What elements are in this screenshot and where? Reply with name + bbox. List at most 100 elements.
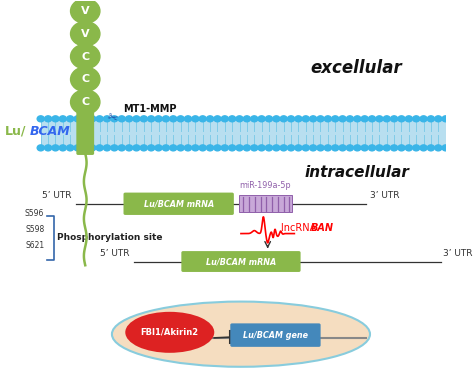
Circle shape — [71, 21, 100, 46]
Text: S596: S596 — [25, 209, 44, 218]
Circle shape — [295, 116, 302, 122]
Circle shape — [52, 116, 59, 122]
Circle shape — [302, 145, 310, 151]
Circle shape — [243, 116, 250, 122]
Circle shape — [133, 145, 140, 151]
Circle shape — [391, 145, 398, 151]
Circle shape — [71, 44, 100, 69]
Text: FBI1/Akirin2: FBI1/Akirin2 — [141, 328, 199, 337]
Circle shape — [52, 145, 59, 151]
Ellipse shape — [112, 301, 370, 367]
Circle shape — [221, 145, 228, 151]
Text: Lu/BCAM mRNA: Lu/BCAM mRNA — [144, 199, 214, 208]
Circle shape — [339, 145, 346, 151]
Circle shape — [413, 116, 420, 122]
Circle shape — [140, 116, 147, 122]
Text: MT1-MMP: MT1-MMP — [123, 104, 176, 114]
Circle shape — [82, 145, 89, 151]
Circle shape — [59, 116, 66, 122]
Circle shape — [155, 145, 162, 151]
Text: excellular: excellular — [311, 59, 402, 77]
Circle shape — [37, 116, 44, 122]
Text: C: C — [81, 97, 89, 107]
Circle shape — [428, 145, 435, 151]
Circle shape — [118, 145, 125, 151]
Circle shape — [413, 145, 420, 151]
Circle shape — [71, 90, 100, 114]
Circle shape — [37, 145, 44, 151]
Circle shape — [96, 145, 103, 151]
Circle shape — [118, 116, 125, 122]
Circle shape — [228, 116, 236, 122]
Text: Lu/BCAM gene: Lu/BCAM gene — [243, 331, 308, 340]
Circle shape — [45, 145, 52, 151]
Circle shape — [67, 145, 74, 151]
Circle shape — [103, 145, 110, 151]
Circle shape — [258, 145, 265, 151]
Circle shape — [339, 116, 346, 122]
Circle shape — [111, 145, 118, 151]
Circle shape — [435, 145, 442, 151]
Circle shape — [405, 145, 412, 151]
FancyBboxPatch shape — [182, 251, 301, 272]
Circle shape — [368, 116, 375, 122]
Circle shape — [147, 145, 155, 151]
Circle shape — [405, 116, 412, 122]
Circle shape — [280, 145, 287, 151]
Circle shape — [89, 145, 96, 151]
Circle shape — [398, 116, 405, 122]
Circle shape — [228, 145, 236, 151]
Circle shape — [89, 116, 96, 122]
Circle shape — [317, 145, 324, 151]
Circle shape — [155, 116, 162, 122]
Circle shape — [236, 145, 243, 151]
Circle shape — [317, 116, 324, 122]
Circle shape — [177, 145, 184, 151]
Circle shape — [442, 116, 449, 122]
Circle shape — [214, 145, 221, 151]
FancyBboxPatch shape — [230, 324, 320, 347]
Text: S598: S598 — [25, 225, 44, 234]
Circle shape — [67, 116, 74, 122]
Circle shape — [332, 145, 339, 151]
Text: 3’ UTR: 3’ UTR — [370, 191, 400, 200]
Circle shape — [111, 116, 118, 122]
Circle shape — [74, 145, 81, 151]
Text: Lu/BCAM mRNA: Lu/BCAM mRNA — [206, 257, 276, 266]
Text: ✂: ✂ — [104, 111, 118, 127]
Text: 5’ UTR: 5’ UTR — [42, 191, 72, 200]
Circle shape — [376, 116, 383, 122]
Circle shape — [346, 116, 354, 122]
Text: 3’ UTR: 3’ UTR — [443, 249, 473, 258]
Circle shape — [258, 116, 265, 122]
Circle shape — [199, 145, 206, 151]
Circle shape — [192, 116, 199, 122]
Circle shape — [82, 116, 89, 122]
Circle shape — [192, 145, 199, 151]
Circle shape — [71, 67, 100, 92]
Circle shape — [170, 145, 177, 151]
FancyBboxPatch shape — [76, 111, 94, 155]
Circle shape — [346, 145, 354, 151]
Circle shape — [361, 116, 368, 122]
Text: C: C — [81, 74, 89, 84]
Circle shape — [199, 116, 206, 122]
Circle shape — [324, 116, 331, 122]
Circle shape — [251, 116, 258, 122]
Text: BAN: BAN — [311, 223, 334, 233]
Text: lncRNA: lncRNA — [281, 223, 319, 233]
Text: V: V — [81, 6, 90, 16]
Circle shape — [324, 145, 331, 151]
Circle shape — [354, 116, 361, 122]
Text: Lu/: Lu/ — [5, 125, 27, 138]
Circle shape — [103, 116, 110, 122]
Circle shape — [273, 145, 280, 151]
Circle shape — [207, 116, 214, 122]
Text: intracellular: intracellular — [304, 165, 409, 180]
Ellipse shape — [125, 312, 214, 353]
Circle shape — [354, 145, 361, 151]
Circle shape — [288, 145, 295, 151]
Circle shape — [288, 116, 295, 122]
Circle shape — [420, 145, 427, 151]
Circle shape — [295, 145, 302, 151]
